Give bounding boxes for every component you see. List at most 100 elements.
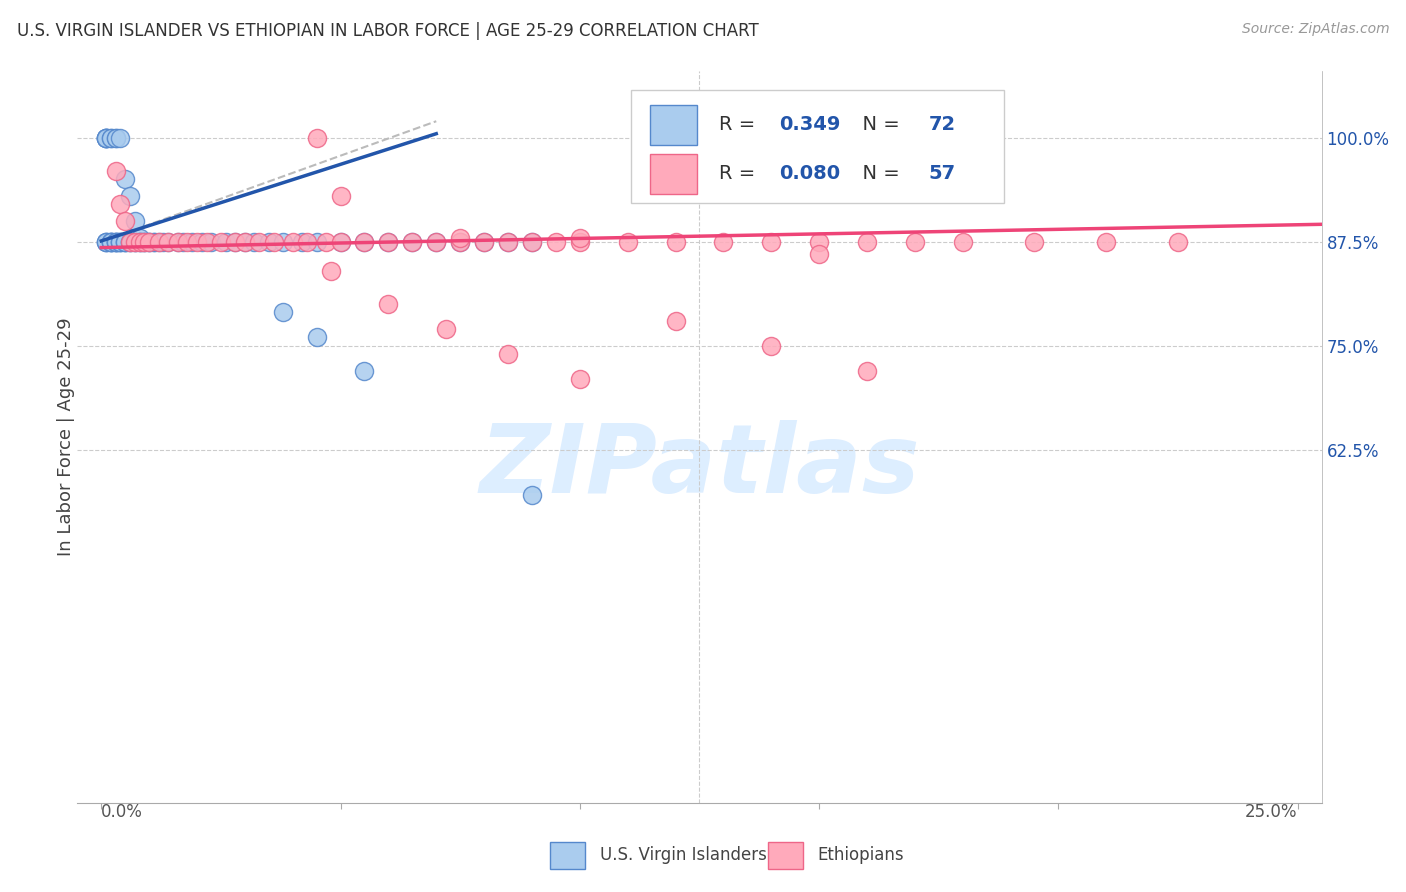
Point	[152, 235, 174, 249]
Point	[353, 235, 375, 249]
Point	[166, 235, 188, 249]
Y-axis label: In Labor Force | Age 25-29: In Labor Force | Age 25-29	[58, 318, 75, 557]
Point	[94, 131, 117, 145]
Point	[104, 235, 127, 249]
Point	[114, 235, 136, 249]
Point	[118, 235, 141, 249]
Point	[353, 363, 375, 377]
Point	[271, 235, 294, 249]
Point	[181, 235, 204, 249]
Text: Source: ZipAtlas.com: Source: ZipAtlas.com	[1241, 22, 1389, 37]
Point	[94, 131, 117, 145]
Point	[305, 235, 328, 249]
Point	[94, 131, 117, 145]
Point	[134, 235, 156, 249]
Point	[904, 235, 927, 249]
Point	[94, 131, 117, 145]
Point	[157, 235, 180, 249]
Point	[100, 235, 122, 249]
Point	[425, 235, 447, 249]
Point	[315, 235, 337, 249]
Text: 72: 72	[928, 115, 956, 135]
FancyBboxPatch shape	[631, 90, 1004, 203]
Point	[263, 235, 285, 249]
Point	[329, 235, 352, 249]
Point	[114, 214, 136, 228]
Point	[104, 131, 127, 145]
Point	[172, 235, 194, 249]
Point	[176, 235, 198, 249]
Point	[134, 235, 156, 249]
Point	[281, 235, 304, 249]
Point	[114, 235, 136, 249]
Point	[124, 235, 146, 249]
Text: Ethiopians: Ethiopians	[818, 847, 904, 864]
Text: R =: R =	[720, 115, 762, 135]
FancyBboxPatch shape	[768, 841, 803, 870]
Point	[148, 235, 170, 249]
Point	[100, 131, 122, 145]
Point	[329, 189, 352, 203]
Point	[209, 235, 232, 249]
Point	[305, 131, 328, 145]
Text: 25.0%: 25.0%	[1246, 803, 1298, 821]
Point	[110, 235, 132, 249]
Point	[243, 235, 266, 249]
FancyBboxPatch shape	[650, 153, 697, 194]
Point	[544, 235, 567, 249]
Text: U.S. VIRGIN ISLANDER VS ETHIOPIAN IN LABOR FORCE | AGE 25-29 CORRELATION CHART: U.S. VIRGIN ISLANDER VS ETHIOPIAN IN LAB…	[17, 22, 759, 40]
Point	[191, 235, 214, 249]
Point	[761, 339, 783, 353]
Point	[353, 235, 375, 249]
Point	[94, 235, 117, 249]
Point	[616, 235, 638, 249]
Point	[128, 235, 150, 249]
Point	[520, 488, 543, 502]
Point	[104, 131, 127, 145]
Point	[449, 235, 471, 249]
Point	[100, 235, 122, 249]
Point	[247, 235, 270, 249]
Point	[100, 235, 122, 249]
Point	[142, 235, 165, 249]
FancyBboxPatch shape	[550, 841, 585, 870]
Point	[94, 235, 117, 249]
Point	[713, 235, 735, 249]
Text: N =: N =	[851, 164, 905, 183]
Point	[142, 235, 165, 249]
Point	[496, 235, 519, 249]
Point	[271, 305, 294, 319]
Point	[377, 235, 399, 249]
Text: ZIPatlas: ZIPatlas	[479, 420, 920, 513]
Point	[200, 235, 222, 249]
Point	[449, 235, 471, 249]
Point	[195, 235, 218, 249]
Point	[134, 235, 156, 249]
Point	[104, 235, 127, 249]
Point	[568, 230, 591, 244]
Point	[114, 172, 136, 186]
Point	[761, 235, 783, 249]
Point	[166, 235, 188, 249]
Text: 0.0%: 0.0%	[101, 803, 143, 821]
Point	[94, 131, 117, 145]
Point	[401, 235, 423, 249]
Point	[118, 235, 141, 249]
Point	[425, 235, 447, 249]
Point	[1024, 235, 1046, 249]
Point	[94, 235, 117, 249]
Point	[1167, 235, 1189, 249]
Point	[110, 235, 132, 249]
Point	[808, 247, 831, 261]
Point	[138, 235, 160, 249]
Point	[124, 235, 146, 249]
Point	[110, 235, 132, 249]
Point	[128, 230, 150, 244]
Point	[148, 235, 170, 249]
FancyBboxPatch shape	[650, 104, 697, 145]
Point	[808, 235, 831, 249]
Point	[401, 235, 423, 249]
Point	[100, 131, 122, 145]
Point	[104, 164, 127, 178]
Point	[114, 235, 136, 249]
